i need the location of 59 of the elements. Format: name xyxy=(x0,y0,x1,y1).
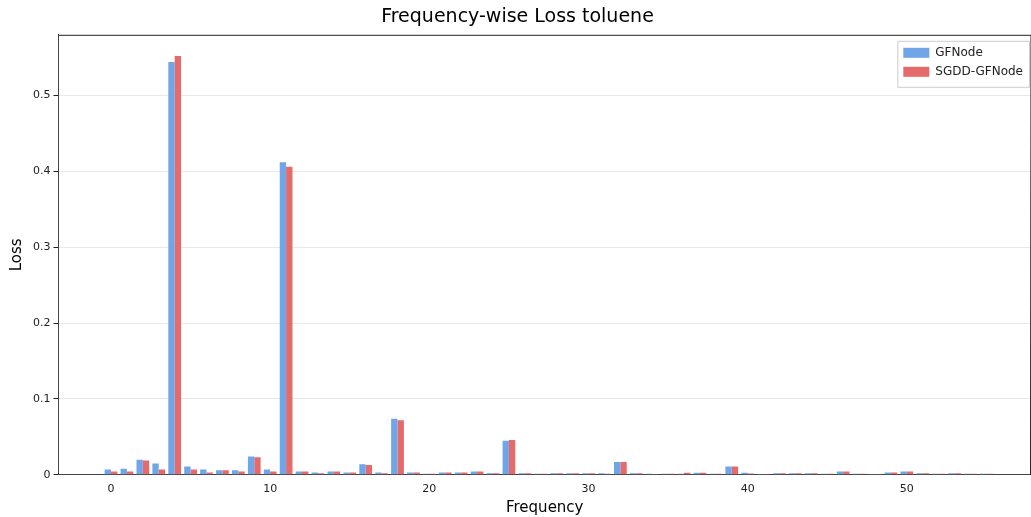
bar xyxy=(126,471,134,475)
bar xyxy=(836,471,844,475)
bar xyxy=(200,469,207,475)
y-tick-label: 0 xyxy=(43,467,51,481)
y-tick-label: 0.4 xyxy=(32,164,51,178)
y-axis-title: Loss xyxy=(6,238,25,272)
bar xyxy=(900,471,907,475)
bar xyxy=(397,420,404,475)
bar xyxy=(391,418,398,475)
bar xyxy=(286,166,293,475)
bar xyxy=(295,471,303,475)
bar xyxy=(327,471,334,475)
bar xyxy=(620,461,627,475)
bar xyxy=(247,456,255,475)
bar xyxy=(731,466,739,475)
bar xyxy=(613,461,621,475)
bar xyxy=(470,471,478,475)
bar xyxy=(111,471,118,475)
bar xyxy=(168,62,175,475)
legend-label: GFNode xyxy=(935,44,983,59)
x-tick-label: 20 xyxy=(422,482,437,496)
bar xyxy=(231,470,239,475)
bar xyxy=(270,471,277,475)
x-tick-label: 40 xyxy=(740,482,755,496)
y-tick-label: 0.1 xyxy=(32,391,51,405)
y-tick-label: 0.3 xyxy=(32,240,51,254)
x-tick-label: 0 xyxy=(107,482,115,496)
legend-label: SGDD-GFNode xyxy=(935,63,1023,78)
y-tick-label: 0.5 xyxy=(32,88,51,102)
bar xyxy=(359,464,366,475)
bar xyxy=(333,471,341,475)
bar xyxy=(477,471,484,475)
bar xyxy=(222,470,229,475)
bar xyxy=(216,470,223,475)
x-tick-label: 50 xyxy=(899,482,914,496)
bar xyxy=(725,466,732,475)
bar xyxy=(104,469,112,475)
bar xyxy=(843,471,850,475)
x-tick-label: 30 xyxy=(581,482,596,496)
bar xyxy=(190,469,197,475)
bar xyxy=(279,162,287,475)
bar xyxy=(365,464,373,475)
bar xyxy=(263,469,271,475)
bar xyxy=(136,459,143,475)
bar xyxy=(184,466,191,475)
x-axis-title: Frequency xyxy=(506,497,584,516)
chart-title: Frequency-wise Loss toluene xyxy=(381,4,654,27)
bar xyxy=(254,457,261,475)
bar xyxy=(302,471,309,475)
bar xyxy=(502,440,509,475)
bar xyxy=(508,439,516,475)
bar xyxy=(906,471,914,475)
bar xyxy=(152,463,159,475)
bar xyxy=(174,56,182,475)
bar xyxy=(142,460,150,475)
bar xyxy=(158,469,166,475)
y-tick-label: 0.2 xyxy=(32,315,51,329)
bar xyxy=(238,471,245,475)
x-tick-label: 10 xyxy=(263,482,278,496)
